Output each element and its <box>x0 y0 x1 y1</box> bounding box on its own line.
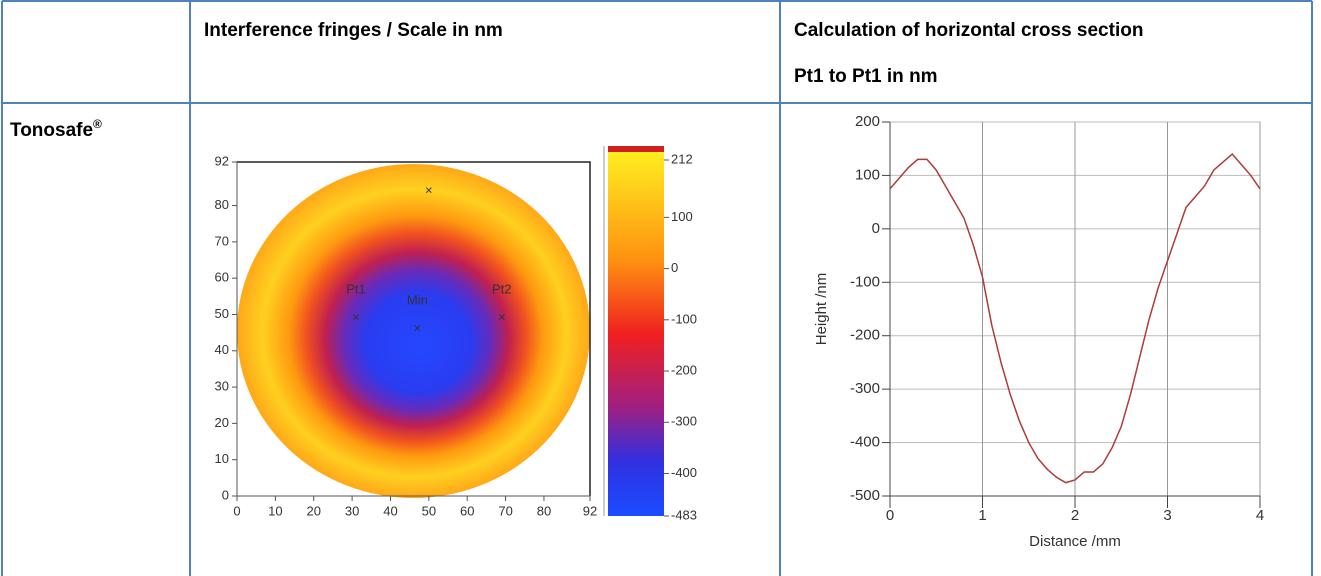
map-x-tick-label: 40 <box>383 503 397 518</box>
map-y-tick-label: 50 <box>215 306 229 321</box>
page: Interference fringes / Scale in nm Calcu… <box>0 0 1321 576</box>
row-label-sup: ® <box>93 117 102 131</box>
y-tick-label: 0 <box>872 220 880 237</box>
y-tick-label: -100 <box>850 273 880 290</box>
row-label: Tonosafe® <box>10 117 102 141</box>
map-x-tick-label: 30 <box>345 503 359 518</box>
y-tick-label: 100 <box>855 166 880 183</box>
colorbar-cap <box>608 146 664 152</box>
y-tick-label: -200 <box>850 327 880 344</box>
colorbar-tick-label: 100 <box>671 209 693 224</box>
x-tick-label: 4 <box>1256 507 1264 524</box>
map-y-tick-label: 92 <box>215 153 229 168</box>
y-tick-label: -300 <box>850 380 880 397</box>
header-cell: Pt1 to Pt1 in nm <box>794 66 938 87</box>
y-tick-label: -500 <box>850 487 880 504</box>
map-x-tick-label: 60 <box>460 503 474 518</box>
map-x-tick-label: 0 <box>233 503 240 518</box>
map-marker: × <box>498 310 506 325</box>
map-marker-label: Min <box>407 292 428 307</box>
map-marker: × <box>352 310 360 325</box>
map-y-tick-label: 30 <box>215 379 229 394</box>
map-x-tick-label: 92 <box>583 503 597 518</box>
colorbar-tick-label: 0 <box>671 260 678 275</box>
map-marker: × <box>414 320 422 335</box>
map-y-tick-label: 70 <box>215 233 229 248</box>
map-x-tick-label: 20 <box>307 503 321 518</box>
map-marker-label: Pt1 <box>346 282 366 297</box>
x-tick-label: 0 <box>886 507 894 524</box>
y-axis-title: Height /nm <box>813 273 830 346</box>
x-axis-title: Distance /mm <box>1029 533 1121 550</box>
x-tick-label: 3 <box>1163 507 1171 524</box>
colorbar-tick-label: -400 <box>671 465 697 480</box>
map-y-tick-label: 0 <box>222 487 229 502</box>
colorbar-tick-label: -300 <box>671 414 697 429</box>
map-y-tick-label: 60 <box>215 270 229 285</box>
map-y-tick-label: 80 <box>215 197 229 212</box>
x-tick-label: 2 <box>1071 507 1079 524</box>
map-x-tick-label: 50 <box>422 503 436 518</box>
header-cell: Calculation of horizontal cross section <box>794 20 1143 41</box>
map-marker: × <box>425 182 433 197</box>
x-tick-label: 1 <box>978 507 986 524</box>
header-cell: Interference fringes / Scale in nm <box>204 20 503 41</box>
colorbar-tick-label: 212 <box>671 151 693 166</box>
y-tick-label: 200 <box>855 113 880 130</box>
colorbar <box>608 152 664 516</box>
colorbar-tick-label: -100 <box>671 311 697 326</box>
y-tick-label: -400 <box>850 434 880 451</box>
map-x-tick-label: 10 <box>268 503 282 518</box>
map-x-tick-label: 70 <box>498 503 512 518</box>
row-label-text: Tonosafe <box>10 120 93 141</box>
map-marker-label: Pt2 <box>492 282 512 297</box>
map-x-tick-label: 80 <box>537 503 551 518</box>
map-y-tick-label: 10 <box>215 451 229 466</box>
map-y-tick-label: 40 <box>215 342 229 357</box>
colorbar-tick-label: -200 <box>671 362 697 377</box>
colorbar-tick-label: -483 <box>671 507 697 522</box>
map-y-tick-label: 20 <box>215 415 229 430</box>
